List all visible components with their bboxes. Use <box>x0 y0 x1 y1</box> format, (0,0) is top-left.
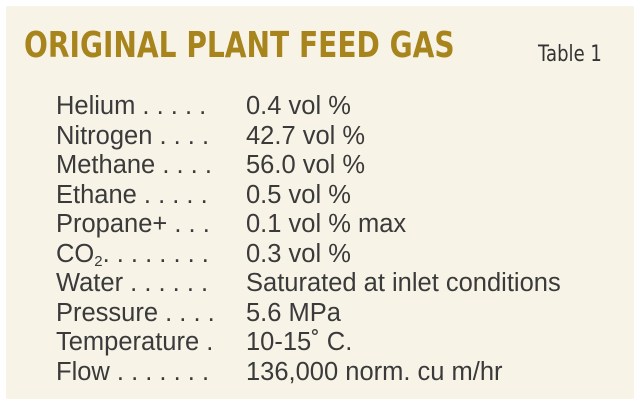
row-temperature: Temperature . 10-15˚ C. <box>56 328 561 358</box>
row-water: Water . . . . . . Saturated at inlet con… <box>56 269 561 299</box>
row-label: Ethane . . . . . <box>56 180 208 209</box>
row-label: Propane+ . . . <box>56 210 210 238</box>
co2-dots: . . . . . . . . <box>102 239 209 268</box>
table-number-label: Table 1 <box>538 42 602 67</box>
row-value: 0.4 vol % <box>246 92 351 120</box>
row-label: Helium . . . . . <box>56 92 207 120</box>
row-propane: Propane+ . . . 0.1 vol % max <box>56 210 561 240</box>
row-ethane: Ethane . . . . . 0.5 vol % <box>56 181 561 211</box>
row-label: Methane . . . . <box>56 151 212 179</box>
co2-main: CO <box>56 239 95 268</box>
row-label: Water . . . . . . <box>56 269 209 297</box>
table-panel: ORIGINAL PLANT FEED GAS Table 1 Helium .… <box>6 6 634 399</box>
row-methane: Methane . . . . 56.0 vol % <box>56 151 561 181</box>
row-label: Pressure . . . . <box>56 298 215 327</box>
row-value: 5.6 MPa <box>246 298 341 327</box>
row-value: 56.0 vol % <box>246 151 366 179</box>
row-value: 42.7 vol % <box>246 121 366 150</box>
row-co2: CO2. . . . . . . . 0.3 vol % <box>56 240 561 270</box>
row-value: 136,000 norm. cu m/hr <box>246 357 503 386</box>
row-helium: Helium . . . . . 0.4 vol % <box>56 92 561 122</box>
row-value: Saturated at inlet conditions <box>246 269 561 297</box>
row-value: 10-15˚ C. <box>246 328 353 356</box>
row-flow: Flow . . . . . . . 136,000 norm. cu m/hr <box>56 358 561 388</box>
row-pressure: Pressure . . . . 5.6 MPa <box>56 299 561 329</box>
co2-subscript: 2 <box>94 252 103 269</box>
row-value: 0.3 vol % <box>246 239 351 268</box>
row-value: 0.1 vol % max <box>246 210 407 238</box>
table-title: ORIGINAL PLANT FEED GAS <box>24 25 455 66</box>
row-label: Temperature . <box>56 328 214 356</box>
feed-gas-list: Helium . . . . . 0.4 vol % Nitrogen . . … <box>56 92 561 387</box>
row-value: 0.5 vol % <box>246 180 351 209</box>
row-label: CO2. . . . . . . . <box>56 240 246 270</box>
row-label: Flow . . . . . . . <box>56 357 210 386</box>
row-label: Nitrogen . . . . <box>56 121 210 150</box>
row-nitrogen: Nitrogen . . . . 42.7 vol % <box>56 122 561 152</box>
